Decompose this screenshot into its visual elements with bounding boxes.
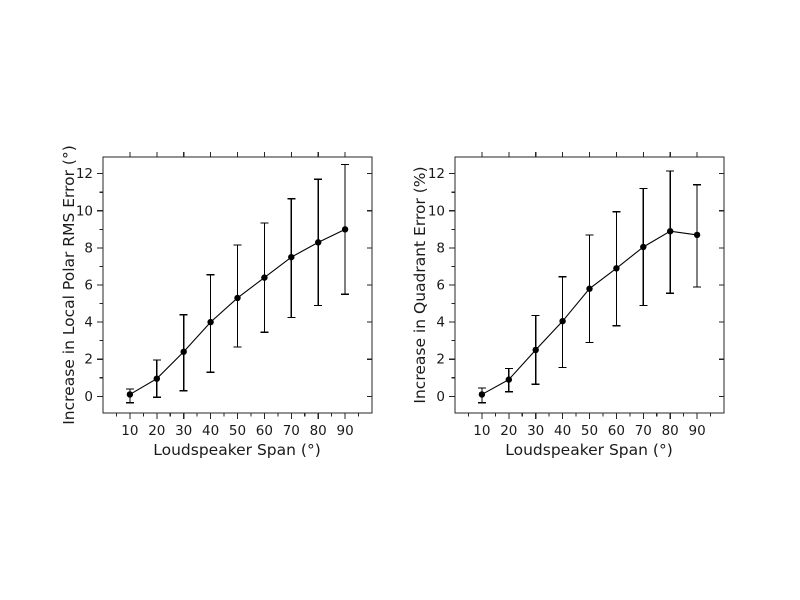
data-point: [288, 253, 295, 261]
x-tick-label: 70: [635, 423, 652, 439]
x-tick-label: 60: [256, 423, 273, 439]
y-tick-label: 6: [436, 278, 445, 294]
x-tick-label: 50: [581, 423, 598, 439]
y-tick-label: 0: [436, 389, 445, 405]
x-tick-label: 50: [229, 423, 246, 439]
data-point: [207, 318, 214, 326]
y-tick-label: 4: [84, 315, 93, 331]
y-tick-label: 12: [76, 166, 93, 182]
data-point: [532, 346, 539, 354]
data-point: [341, 226, 349, 233]
x-tick-label: 60: [608, 423, 625, 439]
y-tick-label: 10: [76, 203, 93, 219]
data-point: [180, 348, 187, 355]
x-tick-label: 10: [121, 423, 138, 439]
data-point: [315, 239, 322, 246]
x-tick-label: 80: [662, 423, 679, 439]
x-tick-label: 20: [500, 423, 517, 439]
x-axis-label-left: Loudspeaker Span (°): [153, 441, 321, 459]
data-point: [640, 243, 647, 251]
x-tick-label: 10: [473, 423, 490, 439]
y-tick-label: 2: [436, 352, 445, 368]
x-axis-label-right: Loudspeaker Span (°): [505, 441, 673, 459]
y-tick-label: 4: [436, 315, 445, 331]
x-tick-label: 30: [527, 423, 544, 439]
x-tick-label: 20: [148, 423, 165, 439]
data-point: [478, 391, 486, 398]
y-tick-label: 8: [436, 240, 445, 256]
y-tick-label: 2: [84, 352, 93, 368]
x-tick-label: 90: [689, 423, 706, 439]
y-tick-label: 12: [428, 166, 445, 182]
y-tick-label: 8: [84, 240, 93, 256]
x-tick-label: 40: [202, 423, 219, 439]
data-point: [153, 375, 160, 382]
data-point: [234, 294, 241, 302]
data-point: [505, 376, 512, 383]
x-tick-label: 30: [175, 423, 192, 439]
data-point: [261, 274, 268, 281]
y-axis-label-right: Increase in Quadrant Error (%): [411, 166, 429, 404]
y-tick-label: 10: [428, 203, 445, 219]
x-tick-label: 90: [337, 423, 354, 439]
data-point: [613, 265, 620, 272]
y-axis-label-left: Increase in Local Polar RMS Error (°): [60, 145, 78, 425]
data-point: [667, 228, 674, 235]
y-tick-label: 0: [84, 389, 93, 405]
x-tick-label: 80: [310, 423, 327, 439]
data-point: [693, 231, 701, 239]
data-point: [126, 391, 134, 398]
data-point: [559, 317, 566, 325]
y-tick-label: 6: [84, 278, 93, 294]
x-tick-label: 40: [554, 423, 571, 439]
x-tick-label: 70: [283, 423, 300, 439]
data-point: [586, 285, 593, 292]
